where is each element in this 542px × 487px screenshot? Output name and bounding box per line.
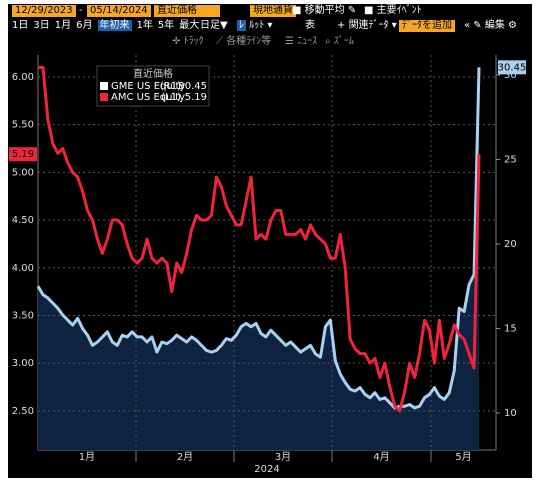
range-button[interactable]: 3日: [33, 20, 50, 31]
last-value-box: [9, 147, 37, 162]
tool-label: 各種ﾗｲﾝ等: [226, 36, 272, 47]
tool-track[interactable]: ✛ ﾄﾗｯｸ: [172, 36, 204, 47]
end-date[interactable]: 05/14/2024: [87, 5, 151, 17]
y-tick-label: 6.00: [12, 72, 34, 83]
range-buttons: 1日 3日 1月 6月 年初来 1年 5年 最大: [12, 20, 204, 32]
tool-label: ﾆｭｰｽ: [297, 36, 318, 47]
start-date[interactable]: 12/29/2023: [12, 5, 76, 17]
x-tick-label: 1月: [79, 451, 95, 463]
edit-label: 編集: [484, 20, 505, 31]
legend-axis: (L1): [161, 92, 181, 103]
y2-tick-label: 10: [504, 408, 517, 419]
tool-label: ｽﾞｰﾑ: [333, 36, 354, 47]
legend-swatch: [100, 93, 108, 101]
date-sep: -: [79, 5, 83, 16]
line-type-label: ﾙｯﾄ: [249, 20, 265, 31]
tool-zoom[interactable]: ⌕ ｽﾞｰﾑ: [325, 36, 354, 47]
tool-label: ﾄﾗｯｸ: [183, 36, 204, 47]
range-button[interactable]: 1月: [54, 20, 72, 31]
y2-tick-label: 25: [504, 154, 517, 165]
last-value-label: 5.19: [12, 149, 34, 160]
x-year-label: 2024: [254, 464, 279, 475]
legend-value: 5.19: [185, 92, 207, 103]
frequency-label: 日足: [200, 20, 220, 31]
moving-average[interactable]: ■ 移動平均 ✎: [292, 5, 357, 16]
legend-label: GME US Equity: [111, 81, 185, 92]
legend-box: [96, 65, 210, 107]
y2-tick-label: 15: [504, 323, 517, 334]
line: [38, 65, 481, 413]
y-tick-label: 5.00: [12, 167, 34, 178]
range-button[interactable]: 6月: [76, 20, 93, 31]
line: [36, 67, 481, 410]
moving-average-label: 移動平均: [304, 5, 345, 16]
add-data[interactable]: ﾃﾞｰﾀを追加: [399, 20, 455, 32]
key-events[interactable]: ■ 主要ｲﾍﾞﾝﾄ: [364, 5, 422, 16]
y-tick-label: 5.50: [12, 120, 34, 131]
y-tick-label: 2.50: [12, 406, 34, 417]
legend-axis: (R1): [160, 81, 181, 92]
legend-value: 30.45: [178, 81, 207, 92]
x-tick-label: 4月: [373, 451, 389, 463]
legend-title: 直近価格: [133, 67, 173, 80]
last-value-label: 30.45: [498, 62, 527, 73]
range-button[interactable]: 5年: [157, 20, 175, 31]
x-tick-label: 3月: [275, 451, 291, 463]
frequency[interactable]: 日足▼: [200, 20, 228, 31]
y-tick-label: 3.50: [12, 310, 34, 321]
area: [38, 67, 479, 450]
range-button[interactable]: 最大: [179, 20, 200, 31]
range-button[interactable]: 1年: [136, 20, 153, 31]
related-label: 関連ﾃﾞｰﾀ: [348, 20, 389, 31]
table-button[interactable]: 表: [305, 20, 315, 31]
tool-lines[interactable]: ⟋ 各種ﾗｲﾝ等: [216, 36, 272, 47]
line-icon: ﾚ: [237, 20, 246, 31]
key-events-label: 主要ｲﾍﾞﾝﾄ: [376, 5, 422, 16]
range-button[interactable]: 1日: [12, 20, 29, 31]
y-tick-label: 3.00: [12, 358, 34, 369]
edit-button[interactable]: « ✎ 編集 ⚙: [464, 20, 518, 31]
legend-swatch: [100, 82, 108, 90]
field-select[interactable]: 直近価格: [154, 5, 220, 17]
related-data[interactable]: + 関連ﾃﾞｰﾀ ▾: [337, 20, 397, 31]
x-tick-label: 5月: [455, 451, 471, 463]
y2-tick-label: 20: [504, 239, 517, 250]
y-tick-label: 4.50: [12, 215, 34, 226]
x-tick-label: 2月: [177, 451, 193, 463]
legend-label: AMC US Equity: [111, 92, 185, 103]
line-type[interactable]: ﾚ ﾙｯﾄ ▾: [237, 20, 273, 31]
last-value-box: [498, 60, 526, 75]
range-button[interactable]: 年初来: [97, 20, 132, 31]
y-tick-label: 4.00: [12, 263, 34, 274]
tool-news[interactable]: ☰ ﾆｭｰｽ: [285, 36, 318, 47]
currency-select[interactable]: 現地通貨: [250, 5, 296, 17]
y2-tick-label: 30: [504, 70, 517, 81]
